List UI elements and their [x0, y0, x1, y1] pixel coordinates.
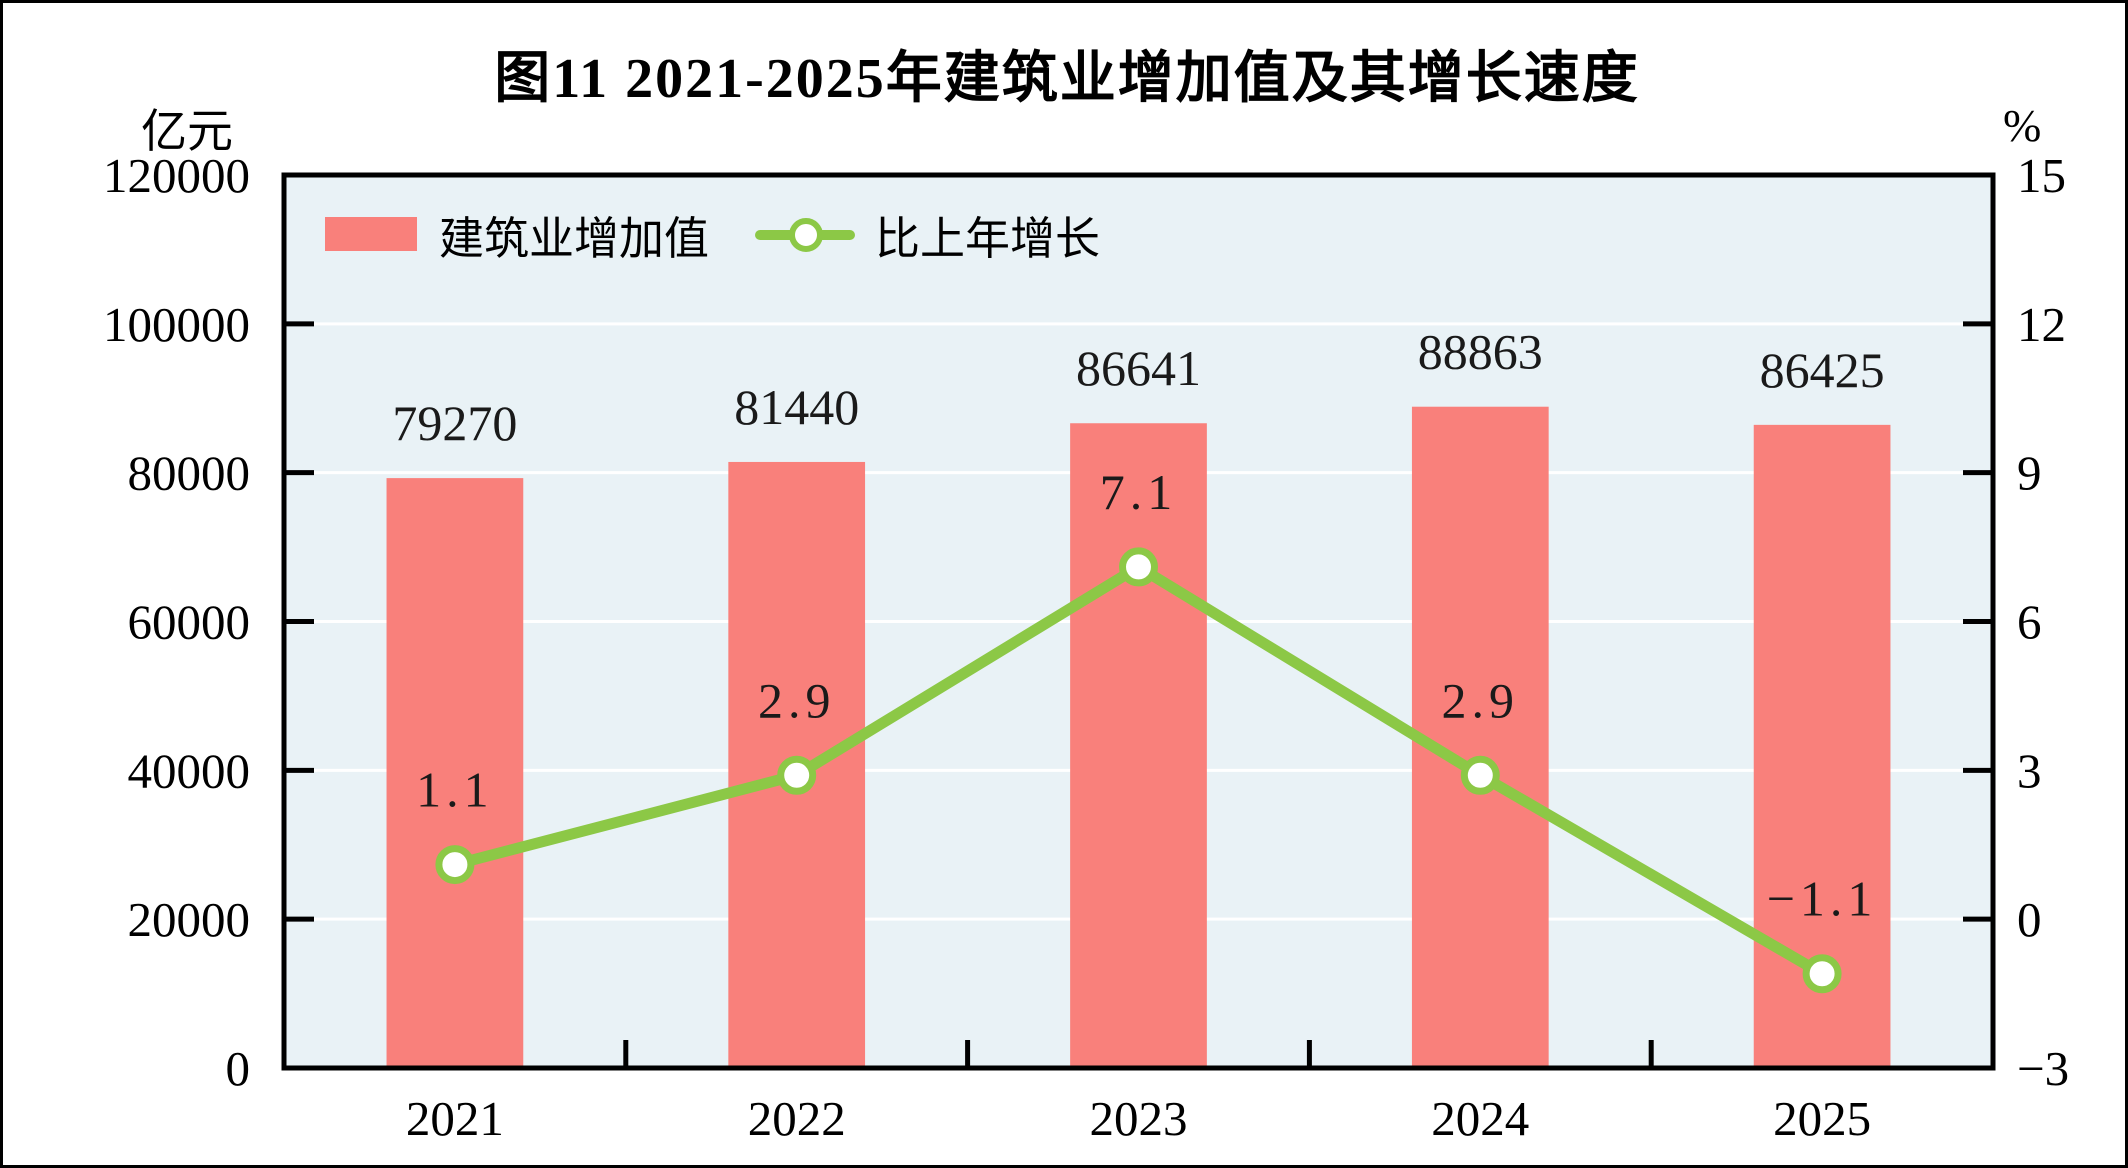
x-axis-year-label: 2023 [1090, 1091, 1188, 1146]
bar-series-swatch-icon [325, 217, 417, 251]
left-axis-unit-label: 亿元 [141, 106, 233, 157]
left-axis-tick-label: 20000 [128, 892, 251, 947]
line-marker-icon [1460, 755, 1500, 795]
x-axis-year-label: 2021 [406, 1091, 504, 1146]
right-axis-tick-label: 15 [2017, 148, 2066, 203]
chart-legend: 建筑业增加值 比上年增长 [325, 211, 1100, 264]
rate-value-label: 2.9 [758, 672, 836, 728]
left-axis-tick-label: 40000 [128, 743, 251, 798]
right-axis-tick-label: 6 [2017, 595, 2042, 650]
x-axis-year-label: 2024 [1431, 1091, 1529, 1146]
left-axis-tick-label: 80000 [128, 446, 251, 501]
x-axis-year-label: 2022 [748, 1091, 846, 1146]
plot-border [281, 172, 1996, 1071]
line-marker-icon [1119, 547, 1158, 587]
right-axis-unit-label: % [2003, 100, 2042, 151]
bar-value-label: 81440 [734, 379, 859, 435]
bar [386, 478, 524, 1068]
line-marker-icon [1802, 954, 1842, 994]
chart-plot-area: 79270 81440 86641 88863 86425 1.1 2.9 7.1 2.9 −1.… [103, 148, 2069, 1146]
bar-value-label: 86641 [1076, 340, 1201, 396]
rate-value-label: 7.1 [1100, 464, 1178, 520]
rate-value-label: 1.1 [416, 762, 494, 818]
legend-label-bar-series: 建筑业增加值 [439, 213, 710, 264]
bar-value-label: 79270 [392, 395, 517, 451]
bar [1411, 406, 1549, 1068]
right-axis-tick-label: 0 [2017, 892, 2042, 947]
right-axis-tick-label: 3 [2017, 743, 2042, 798]
line-swatch-marker-icon [789, 218, 824, 252]
left-axis-tick-label: 100000 [103, 297, 250, 352]
left-axis-tick-label: 60000 [128, 595, 251, 650]
bar-value-label: 86425 [1760, 342, 1885, 398]
right-axis-tick-label: 9 [2017, 446, 2042, 501]
right-axis-tick-label: 12 [2017, 297, 2066, 352]
bar [1070, 423, 1207, 1068]
left-axis-tick-label: 120000 [103, 148, 250, 203]
line-marker-icon [777, 755, 817, 795]
bar-value-label: 88863 [1418, 324, 1543, 380]
chart-title: 图11 2021-2025年建筑业增加值及其增长速度 [494, 48, 1640, 110]
x-axis-year-label: 2025 [1773, 1091, 1871, 1146]
rate-value-label: −1.1 [1767, 871, 1878, 927]
right-axis-tick-label: −3 [2017, 1041, 2069, 1096]
legend-label-line-series: 比上年增长 [875, 213, 1101, 264]
line-marker-icon [435, 845, 475, 885]
left-axis-tick-label: 0 [226, 1041, 251, 1096]
line-series-swatch-icon [755, 214, 856, 254]
rate-value-label: 2.9 [1442, 672, 1520, 728]
